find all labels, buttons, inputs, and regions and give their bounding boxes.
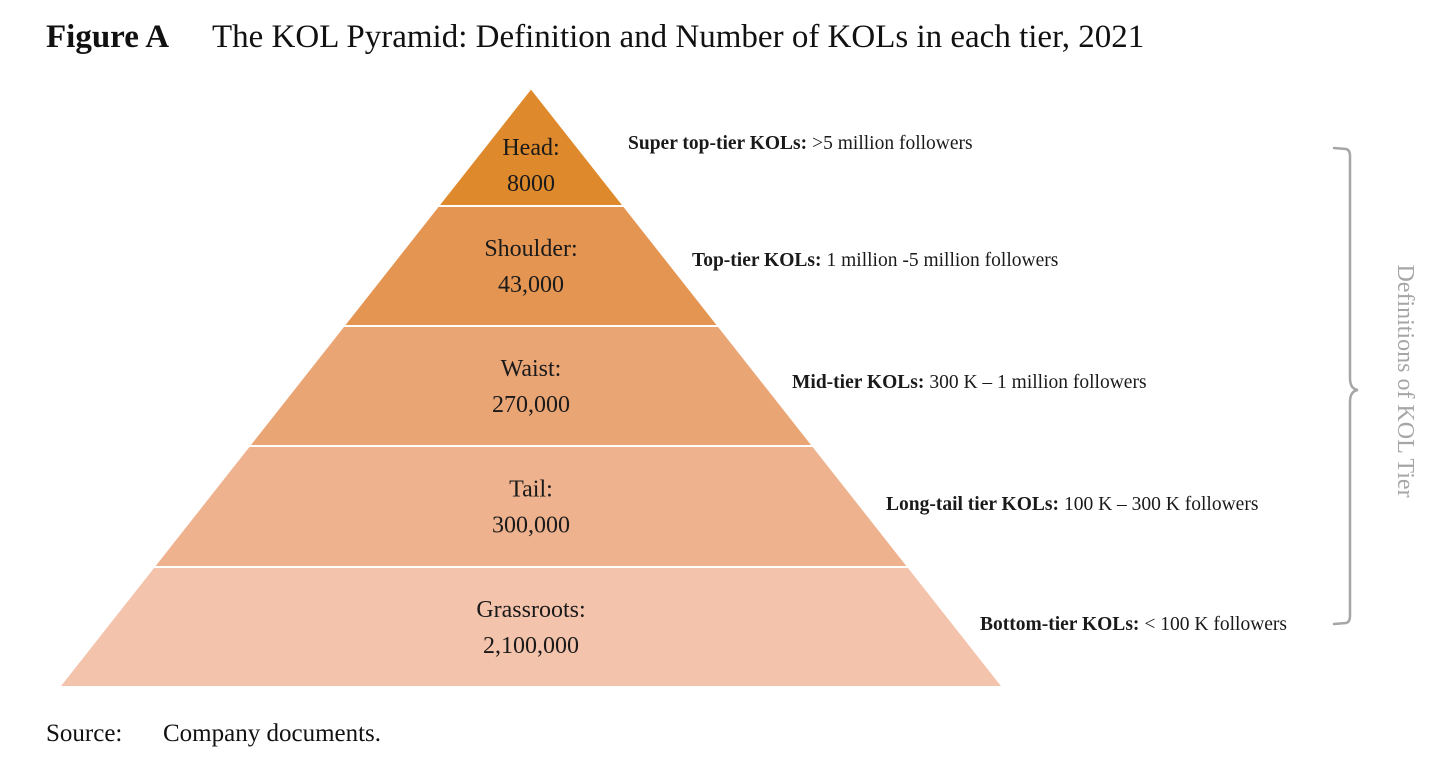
tier-definition-range: 100 K – 300 K followers	[1064, 494, 1258, 515]
tier-definition: Bottom-tier KOLs: < 100 K followers	[980, 614, 1287, 635]
definitions-bracket: Definitions of KOL Tier	[1332, 146, 1418, 626]
pyramid-tier-4	[56, 566, 1006, 688]
figure-label: Figure A	[46, 19, 170, 55]
source-note: Source: Company documents.	[46, 716, 381, 752]
tier-definition-range: 1 million -5 million followers	[826, 250, 1058, 271]
pyramid-tier-1	[341, 205, 721, 327]
tier-definition-label: Top-tier KOLs:	[692, 250, 821, 271]
tier-count: 270,000	[492, 392, 570, 418]
tier-definition-label: Super top-tier KOLs:	[628, 133, 807, 154]
tier-definition: Top-tier KOLs: 1 million -5 million follo…	[692, 250, 1058, 271]
tier-definition: Mid-tier KOLs: 300 K – 1 million follower…	[792, 372, 1147, 393]
kol-pyramid-diagram: Head: 8000 Shoulder: 43,000 Waist: 270,000 Tai…	[56, 86, 1418, 688]
tier-definitions: Super top-tier KOLs: >5 million followers…	[628, 133, 1287, 635]
bracket-line	[1332, 146, 1359, 626]
tier-count: 300,000	[492, 513, 570, 539]
tier-name: Grassroots:	[476, 597, 585, 623]
tier-definition-label: Long-tail tier KOLs:	[886, 494, 1059, 515]
figure-title: The KOL Pyramid: Definition and Number o…	[212, 19, 1145, 55]
tier-definition-range: 300 K – 1 million followers	[929, 372, 1146, 393]
tier-count: 8000	[507, 171, 555, 197]
tier-definition-range: >5 million followers	[812, 133, 973, 154]
tier-definition: Super top-tier KOLs: >5 million followers	[628, 133, 973, 154]
tier-name: Waist:	[501, 356, 562, 382]
source-text: Company documents.	[163, 720, 382, 747]
tier-count: 2,100,000	[483, 633, 579, 659]
source-label: Source:	[46, 720, 123, 747]
tier-count: 43,000	[498, 272, 564, 298]
figure-header: Figure A The KOL Pyramid: Definition and …	[46, 12, 1144, 62]
tier-definition-label: Bottom-tier KOLs:	[980, 614, 1139, 635]
tier-definition-label: Mid-tier KOLs:	[792, 372, 924, 393]
tier-definition-range: < 100 K followers	[1144, 614, 1287, 635]
bracket-label: Definitions of KOL Tier	[1392, 264, 1418, 497]
tier-definition: Long-tail tier KOLs: 100 K – 300 K follow…	[886, 494, 1258, 515]
pyramid-tiers: Head: 8000 Shoulder: 43,000 Waist: 270,000 Tai…	[56, 86, 1006, 688]
tier-name: Head:	[502, 135, 559, 161]
pyramid-tier-2	[246, 325, 816, 447]
pyramid-tier-3	[151, 445, 911, 568]
tier-name: Tail:	[509, 477, 553, 503]
tier-name: Shoulder:	[484, 236, 577, 262]
